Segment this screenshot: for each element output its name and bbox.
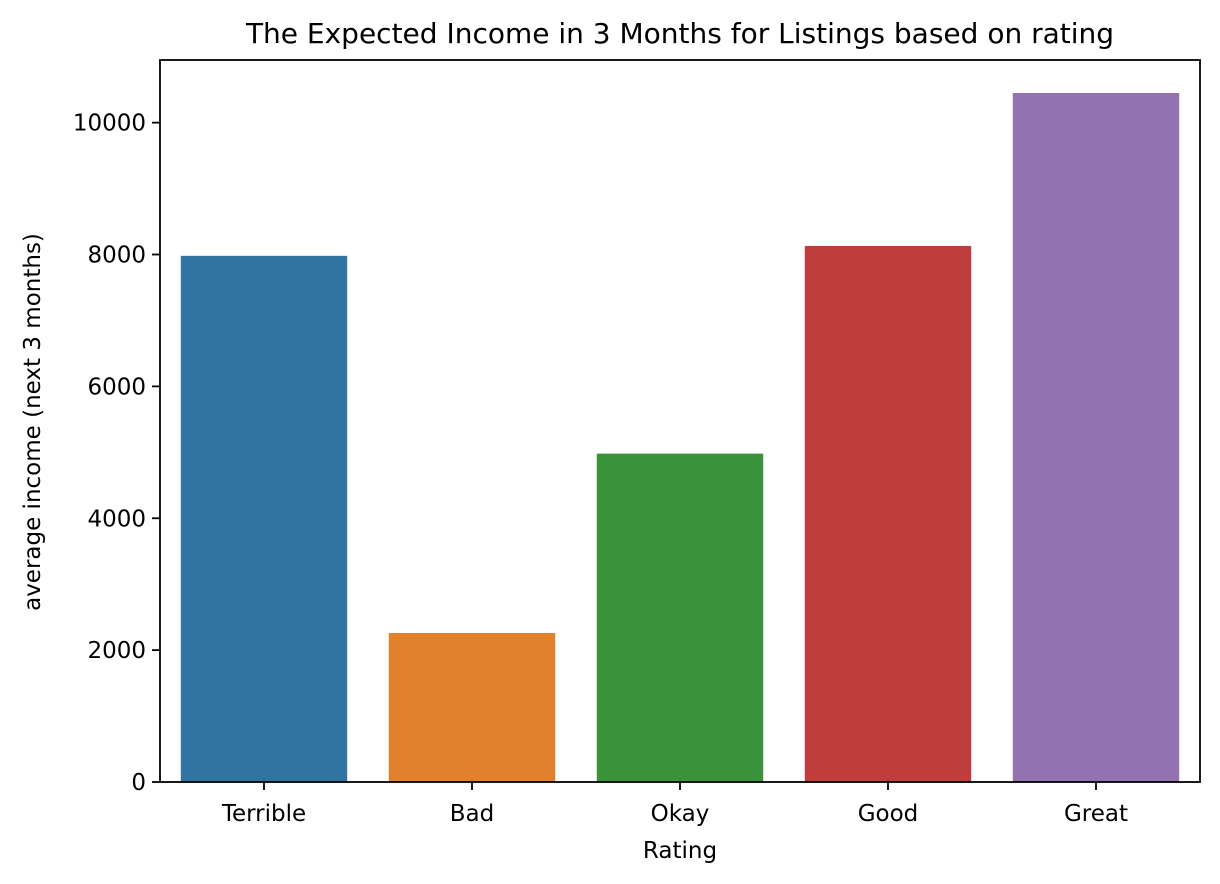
- y-tick-label: 10000: [73, 111, 146, 137]
- y-tick-label: 6000: [87, 374, 146, 400]
- y-tick-label: 8000: [87, 243, 146, 269]
- bar-good: [804, 245, 972, 783]
- x-tick-label: Great: [1064, 801, 1128, 827]
- y-tick-label: 4000: [87, 506, 146, 532]
- y-axis-label: average income (next 3 months): [20, 233, 46, 611]
- y-tick-label: 2000: [87, 638, 146, 664]
- plot-area-frame: [159, 59, 1201, 783]
- bar-okay: [596, 453, 764, 782]
- y-tick-label: 0: [131, 770, 146, 796]
- x-axis-label: Rating: [643, 838, 717, 864]
- x-tick-label: Okay: [651, 801, 710, 827]
- y-axis: 0 2000 4000 6000 8000 10000: [73, 111, 160, 796]
- x-axis: Terrible Bad Okay Good Great: [221, 782, 1128, 827]
- bar-great: [1012, 92, 1180, 783]
- x-tick-label: Terrible: [221, 801, 306, 827]
- x-tick-label: Bad: [450, 801, 494, 827]
- bar-terrible: [180, 255, 348, 782]
- bars-layer: [180, 92, 1180, 783]
- bar-bad: [388, 632, 556, 782]
- x-tick-label: Good: [858, 801, 919, 827]
- chart-title: The Expected Income in 3 Months for List…: [245, 17, 1114, 50]
